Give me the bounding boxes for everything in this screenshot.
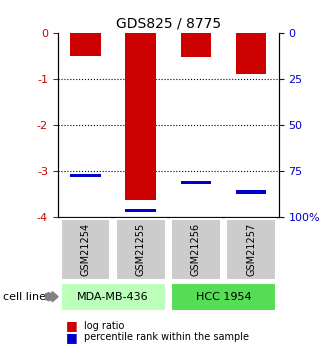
Bar: [236, 190, 266, 194]
Text: log ratio: log ratio: [84, 321, 124, 331]
Text: percentile rank within the sample: percentile rank within the sample: [84, 333, 249, 342]
Title: GDS825 / 8775: GDS825 / 8775: [116, 16, 221, 30]
Text: GSM21255: GSM21255: [136, 223, 146, 276]
Bar: [116, 219, 166, 280]
Bar: [181, 33, 211, 57]
Text: GSM21257: GSM21257: [246, 223, 256, 276]
Bar: [226, 219, 276, 280]
Bar: [125, 33, 156, 200]
FancyArrow shape: [46, 292, 58, 302]
Text: cell line: cell line: [3, 292, 46, 302]
Bar: [70, 33, 101, 56]
Bar: [171, 219, 221, 280]
Text: GSM21254: GSM21254: [81, 223, 90, 276]
Bar: [60, 219, 110, 280]
Text: GSM21256: GSM21256: [191, 223, 201, 276]
Text: ■: ■: [66, 331, 78, 344]
Text: HCC 1954: HCC 1954: [196, 292, 251, 302]
Bar: [125, 209, 156, 212]
Bar: [171, 283, 276, 310]
Bar: [236, 33, 266, 74]
Text: ■: ■: [66, 319, 78, 333]
Bar: [60, 283, 166, 310]
Bar: [70, 174, 101, 177]
Text: MDA-MB-436: MDA-MB-436: [77, 292, 149, 302]
Bar: [181, 181, 211, 184]
